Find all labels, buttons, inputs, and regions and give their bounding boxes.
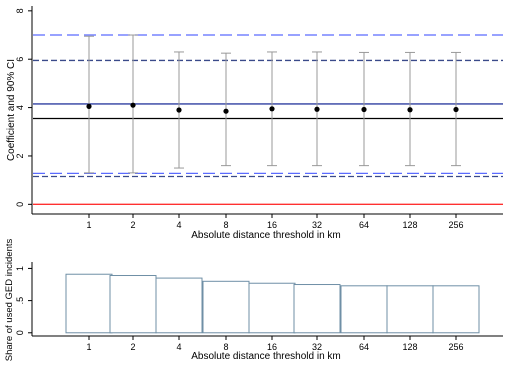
bar-1	[65, 273, 113, 334]
x-tick-label-2: 2	[130, 220, 135, 230]
coefficient-chart: 0 2 4 6 8 1 2 4 8 16 32 64 128 256 Absolute distance…	[6, 6, 503, 241]
bar-32	[293, 284, 341, 334]
point-4	[176, 107, 182, 113]
point-128	[407, 107, 413, 113]
x-tick-label-8: 8	[223, 342, 228, 352]
x-tick-label-128: 128	[402, 342, 417, 352]
point-64	[361, 106, 367, 113]
x-tick-label-256: 256	[448, 220, 463, 230]
bar-16	[248, 282, 296, 334]
point-2	[130, 102, 136, 108]
x-ticks: 1 2 4 8 16 32 64 128 256	[86, 336, 464, 352]
bar-4	[155, 277, 203, 334]
point-16	[269, 106, 275, 112]
x-tick-label-1: 1	[86, 220, 91, 230]
y-tick-label: 4	[15, 105, 25, 110]
y-axis-label: Share of used GED incidents	[4, 238, 15, 361]
point-1	[86, 103, 92, 109]
bar-64	[340, 285, 388, 334]
x-tick-label-256: 256	[448, 342, 463, 352]
x-tick-label-16: 16	[267, 220, 277, 230]
point-32	[314, 106, 320, 112]
bar-8	[202, 280, 250, 334]
x-axis-label: Absolute distance threshold in km	[191, 230, 341, 241]
bar-128	[386, 285, 434, 334]
x-tick-label-64: 64	[359, 220, 369, 230]
y-tick-label: 2	[15, 153, 25, 158]
x-tick-label-32: 32	[312, 342, 322, 352]
y-ticks: 0 2 4 6 8	[15, 8, 32, 207]
x-ticks: 1 2 4 8 16 32 64 128 256	[86, 214, 464, 230]
x-tick-label-128: 128	[402, 220, 417, 230]
y-tick-label: 8	[15, 8, 25, 13]
bar-2	[109, 275, 157, 334]
point-8	[223, 108, 229, 114]
y-tick-label: 1	[15, 266, 25, 271]
x-tick-label-32: 32	[312, 220, 322, 230]
y-axis-label: Coefficient and 90% CI	[6, 59, 17, 161]
x-tick-label-16: 16	[267, 342, 277, 352]
point-256	[453, 106, 459, 113]
y-tick-label: 0	[15, 330, 25, 335]
share-bars	[65, 273, 480, 334]
bar-256	[432, 285, 480, 334]
y-tick-label: 0	[15, 202, 25, 207]
y-tick-label: 6	[15, 57, 25, 62]
x-tick-label-1: 1	[86, 342, 91, 352]
x-tick-label-4: 4	[176, 220, 181, 230]
y-tick-label: .5	[15, 297, 25, 305]
share-chart: 0.51 1 2 4 8 16 32 64 128 256 Absolute distance …	[4, 238, 503, 362]
reference-lines	[33, 34, 503, 205]
coefficient-points	[86, 102, 459, 114]
x-tick-label-2: 2	[130, 342, 135, 352]
y-ticks: 0.51	[15, 266, 32, 335]
x-axis-label: Absolute distance threshold in km	[191, 351, 341, 362]
x-tick-label-8: 8	[223, 220, 228, 230]
x-tick-label-64: 64	[359, 342, 369, 352]
x-tick-label-4: 4	[176, 342, 181, 352]
